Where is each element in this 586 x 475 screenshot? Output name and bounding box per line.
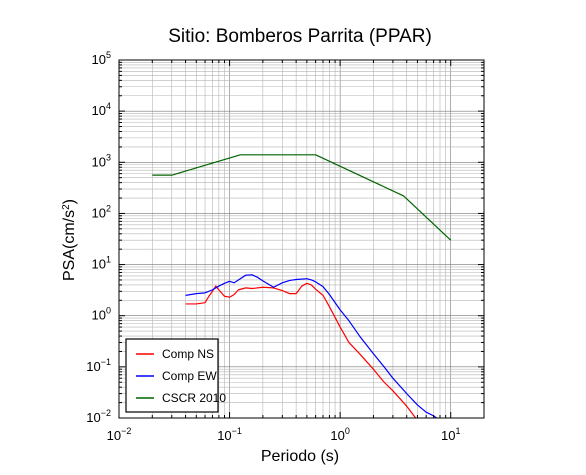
y-tick-label: 10−2	[86, 408, 111, 425]
y-tick-label: 104	[92, 101, 111, 118]
x-tick-label: 10−2	[107, 426, 132, 443]
y-tick-label: 100	[92, 306, 111, 323]
series-line-comp-ew	[185, 274, 438, 418]
y-tick-label: 10−1	[86, 357, 111, 374]
y-tick-label: 103	[92, 152, 111, 169]
series-layer	[152, 154, 452, 418]
series-line-cscr-2010	[152, 154, 452, 241]
plot-frame	[118, 59, 485, 419]
x-tick-label: 10−1	[217, 426, 242, 443]
y-axis-label-sup: 2	[61, 204, 72, 210]
y-tick-label: 101	[92, 255, 111, 272]
y-tick-label: 105	[92, 50, 111, 67]
y-axis-label: PSA(cm/s2)	[61, 199, 79, 281]
y-tick-label: 102	[92, 203, 111, 220]
ticks	[118, 59, 485, 419]
legend-label-ns: Comp NS	[162, 347, 214, 361]
legend-label-cscr: CSCR 2010	[162, 391, 226, 405]
legend: Comp NS Comp EW CSCR 2010	[125, 338, 226, 413]
grid	[118, 59, 485, 419]
chart-title: Sitio: Bomberos Parrita (PPAR)	[168, 26, 432, 47]
series-line-comp-ns	[185, 282, 417, 418]
x-tick-label: 100	[330, 426, 349, 443]
x-tick-label: 101	[441, 426, 460, 443]
x-axis-label: Periodo (s)	[261, 448, 339, 465]
y-axis-label-base: PSA(cm/s	[61, 210, 78, 281]
tick-labels: 10−2 10−1 100 101 10−2 10−1 100 101 102 103 104 105	[86, 50, 460, 443]
y-axis-label-close: )	[61, 199, 78, 204]
legend-label-ew: Comp EW	[162, 369, 217, 383]
